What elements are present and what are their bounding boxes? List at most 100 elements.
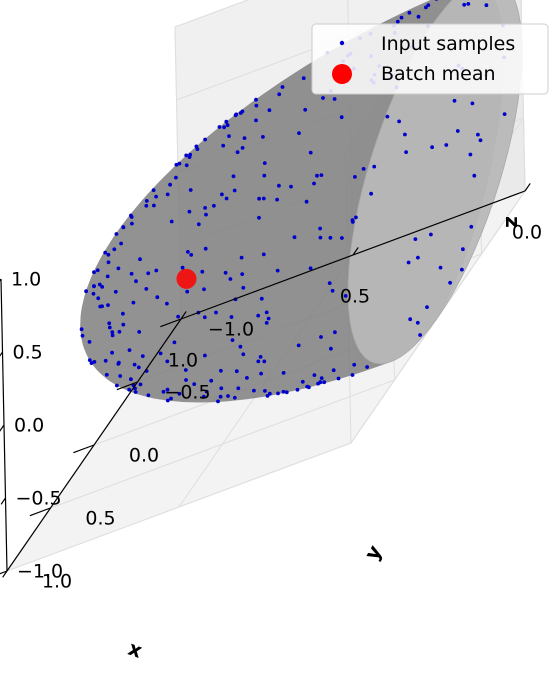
sample-point bbox=[224, 119, 229, 124]
sample-point bbox=[254, 103, 259, 108]
legend-label-batch-mean: Batch mean bbox=[381, 63, 496, 85]
sample-point bbox=[259, 296, 264, 301]
sample-point bbox=[241, 352, 246, 357]
grid-line bbox=[174, 0, 249, 28]
sample-point bbox=[292, 235, 297, 240]
z-tick-mark bbox=[0, 497, 6, 505]
sample-point bbox=[413, 237, 418, 242]
sample-point bbox=[330, 288, 335, 293]
sample-point bbox=[318, 235, 323, 240]
sample-point bbox=[469, 224, 474, 229]
sample-point bbox=[460, 267, 464, 272]
sample-point bbox=[315, 173, 319, 178]
sample-point bbox=[240, 272, 245, 276]
y-tick-label: −1.0 bbox=[208, 319, 254, 341]
legend-label-input-samples: Input samples bbox=[381, 33, 515, 55]
sample-point bbox=[136, 365, 141, 370]
sample-point bbox=[137, 330, 142, 334]
z-tick-mark bbox=[2, 570, 8, 578]
sample-point bbox=[308, 150, 313, 155]
sample-point bbox=[209, 378, 214, 383]
sample-point bbox=[343, 294, 348, 298]
tick-labels: 0.00.51.0−1.0−0.50.00.51.0−1.0−0.50.00.5… bbox=[11, 222, 542, 593]
sample-point bbox=[429, 232, 433, 237]
y-tick-mark bbox=[116, 381, 138, 391]
sample-point bbox=[452, 98, 457, 103]
sample-point bbox=[216, 399, 220, 404]
x-axis-label: x bbox=[125, 636, 145, 663]
sample-point bbox=[426, 3, 431, 7]
sample-point bbox=[87, 358, 92, 362]
sample-point bbox=[146, 271, 151, 276]
sample-point bbox=[318, 380, 323, 385]
sample-point bbox=[154, 268, 159, 273]
sample-point bbox=[203, 137, 208, 142]
z-tick-mark bbox=[0, 278, 2, 282]
sample-point bbox=[336, 376, 341, 381]
sample-point bbox=[229, 315, 234, 319]
sample-point bbox=[340, 236, 344, 240]
sample-point bbox=[399, 15, 404, 20]
sample-point bbox=[267, 108, 272, 113]
sample-point bbox=[174, 175, 178, 180]
x-tick-mark bbox=[524, 183, 531, 192]
sample-point bbox=[204, 212, 208, 217]
sample-point bbox=[305, 384, 310, 389]
sample-point bbox=[354, 215, 358, 220]
sample-point bbox=[203, 206, 208, 210]
sample-point bbox=[296, 343, 301, 348]
sample-point bbox=[385, 114, 390, 119]
sample-point bbox=[116, 362, 121, 366]
sample-point bbox=[312, 181, 316, 186]
sample-point bbox=[225, 123, 230, 128]
sample-point bbox=[321, 96, 325, 100]
sample-point bbox=[406, 260, 411, 265]
sample-point bbox=[275, 197, 279, 202]
sample-point bbox=[107, 325, 112, 330]
sample-point bbox=[168, 182, 173, 187]
z-tick-label: 1.0 bbox=[11, 269, 41, 291]
sample-point bbox=[300, 379, 305, 384]
sample-point bbox=[203, 353, 207, 358]
y-tick-mark bbox=[29, 507, 51, 517]
sample-point bbox=[89, 361, 94, 365]
sample-point bbox=[106, 260, 111, 265]
sample-point bbox=[468, 152, 473, 157]
sample-point bbox=[276, 391, 280, 396]
z-tick-label: 0.5 bbox=[13, 342, 43, 364]
sample-point bbox=[224, 196, 229, 201]
batch-mean-series bbox=[176, 268, 197, 289]
sample-point bbox=[350, 218, 355, 223]
sample-point bbox=[201, 394, 206, 399]
sample-point bbox=[169, 219, 174, 224]
z-axis-line bbox=[0, 278, 8, 572]
sample-point bbox=[261, 196, 266, 201]
sample-point bbox=[448, 280, 452, 285]
sample-point bbox=[434, 0, 438, 1]
sample-point bbox=[187, 155, 192, 160]
sample-point bbox=[252, 388, 256, 393]
sample-point bbox=[155, 295, 160, 300]
sample-point bbox=[217, 125, 222, 129]
sample-point bbox=[98, 304, 103, 309]
sample-point bbox=[254, 97, 258, 102]
sample-point bbox=[350, 373, 355, 377]
sample-point bbox=[226, 394, 230, 398]
sample-point bbox=[80, 333, 85, 338]
sample-point bbox=[183, 368, 188, 372]
sample-point bbox=[107, 321, 112, 326]
sample-point bbox=[121, 322, 126, 327]
sample-point bbox=[466, 2, 471, 6]
y-tick-label: −0.5 bbox=[164, 382, 210, 404]
sample-point bbox=[91, 291, 96, 296]
sample-point bbox=[407, 10, 412, 15]
sample-point bbox=[134, 279, 138, 284]
sample-point bbox=[79, 327, 84, 332]
sample-point bbox=[328, 235, 333, 240]
sample-point bbox=[425, 305, 429, 309]
sample-point bbox=[257, 215, 261, 220]
sample-point bbox=[289, 184, 293, 189]
sample-point bbox=[165, 387, 170, 392]
sample-point bbox=[332, 97, 337, 101]
sample-point bbox=[220, 192, 224, 197]
